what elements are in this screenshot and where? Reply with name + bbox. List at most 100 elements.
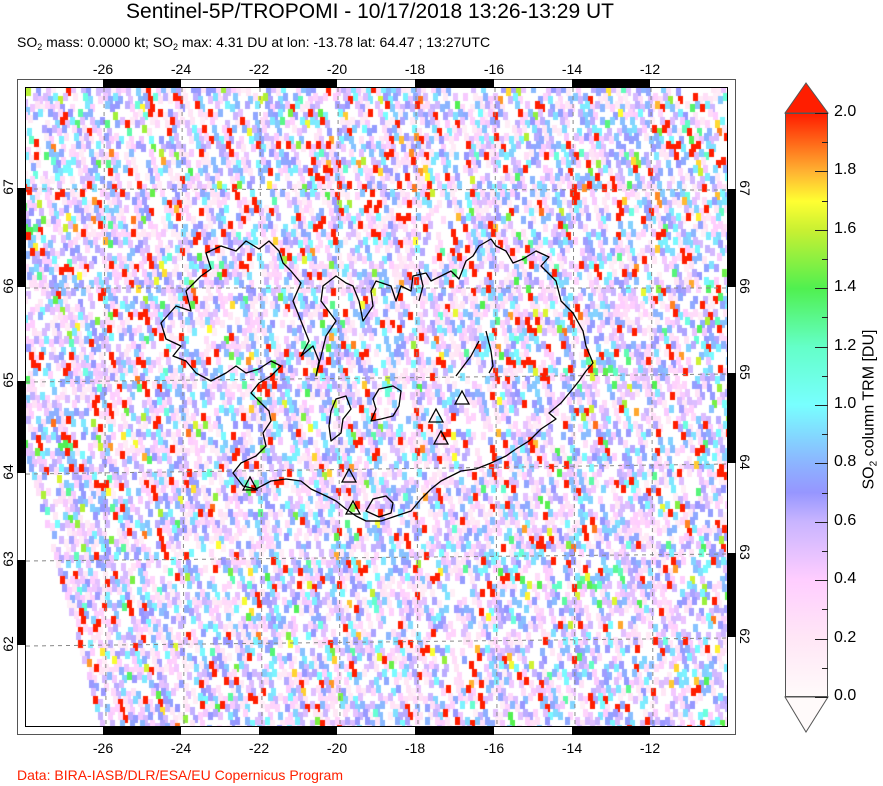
lon-tick-label: -20 <box>326 61 348 77</box>
so2-max-text: max: 4.31 DU at lon: -13.78 lat: 64.47 ;… <box>178 34 491 50</box>
colorbar-title-text: column TRM [DU] <box>860 329 878 461</box>
map-subtitle: SO2 mass: 0.0000 kt; SO2 max: 4.31 DU at… <box>17 33 490 56</box>
colorbar-label: 0.6 <box>834 511 857 529</box>
colorbar-major-tick <box>815 405 828 406</box>
lat-tick-label: 63 <box>737 544 753 560</box>
lat-tick-label: 67 <box>0 179 16 195</box>
lat-tick-label: 63 <box>0 551 16 567</box>
graticule <box>26 88 727 726</box>
colorbar-label: 1.4 <box>834 278 857 296</box>
lon-tick-label: -14 <box>561 61 583 77</box>
frame-segment <box>259 727 337 735</box>
colorbar-minor-tick <box>822 142 828 144</box>
lon-tick-label: -24 <box>170 61 192 77</box>
colorbar-minor-tick <box>822 375 828 377</box>
so2-label: SO <box>17 34 38 50</box>
map-title: Sentinel-5P/TROPOMI - 10/17/2018 13:26-1… <box>126 0 614 23</box>
frame-segment <box>17 188 25 287</box>
frame-segment <box>103 79 181 87</box>
frame-segment <box>572 727 650 735</box>
colorbar-minor-tick <box>822 317 828 319</box>
lon-tick-label: -18 <box>404 61 426 77</box>
subscript: 2 <box>37 42 43 52</box>
lon-tick-label: -26 <box>92 61 114 77</box>
lat-tick-label: 66 <box>0 278 16 294</box>
colorbar-label: 2.0 <box>834 103 857 120</box>
colorbar-label: 0.0 <box>834 687 857 704</box>
colorbar-major-tick <box>815 463 828 465</box>
colorbar-minor-tick <box>822 259 828 260</box>
colorbar-minor-tick <box>822 434 828 436</box>
colorbar-label: 1.6 <box>834 219 857 237</box>
colorbar-title: SO2 column TRM [DU] <box>861 310 880 510</box>
colorbar-major-tick <box>815 171 828 173</box>
lat-tick-label: 66 <box>737 278 753 294</box>
colorbar-arrows <box>784 82 829 733</box>
lon-tick-label: -16 <box>483 740 505 756</box>
volcano-triangle-icon <box>344 499 362 515</box>
lon-tick-label: -24 <box>170 740 192 756</box>
iceland-coastline <box>160 238 594 522</box>
volcano-markers <box>241 389 471 515</box>
frame-segment <box>728 189 736 287</box>
lat-tick-label: 65 <box>737 364 753 380</box>
colorbar-minor-tick <box>822 551 828 552</box>
lat-tick-label: 64 <box>737 454 753 470</box>
lon-tick-label: -12 <box>639 61 661 77</box>
lon-tick-label: -26 <box>92 740 114 756</box>
colorbar-label: 0.2 <box>834 628 857 646</box>
colorbar-under-arrow <box>784 696 829 733</box>
lon-tick-label: -20 <box>326 740 348 756</box>
lon-tick-label: -22 <box>248 61 270 77</box>
colorbar-major-tick <box>815 638 828 640</box>
colorbar-label: 1.0 <box>834 395 857 412</box>
lon-tick-label: -22 <box>248 740 270 756</box>
lat-tick-label: 65 <box>0 372 16 388</box>
colorbar-minor-tick <box>822 667 828 669</box>
lon-tick-label: -16 <box>483 61 505 77</box>
map-plot-area <box>25 87 728 727</box>
lon-tick-label: -12 <box>639 740 661 756</box>
volcano-triangle-icon <box>432 429 450 445</box>
frame-segment <box>103 727 181 735</box>
colorbar-major-tick <box>815 697 828 698</box>
so2-label: SO <box>152 34 173 50</box>
colorbar-over-arrow <box>784 82 829 114</box>
colorbar-major-tick <box>815 346 828 348</box>
colorbar-minor-tick <box>822 609 828 611</box>
volcano-triangle-icon <box>340 467 358 483</box>
colorbar-label: 1.8 <box>834 161 857 179</box>
frame-segment <box>728 553 736 637</box>
frame-segment <box>415 727 494 735</box>
frame-segment <box>415 79 494 87</box>
colorbar-major-tick <box>815 580 828 582</box>
colorbar-label: 1.2 <box>834 336 857 354</box>
volcano-triangle-icon <box>241 475 259 491</box>
frame-segment <box>572 79 650 87</box>
frame-segment <box>17 381 25 473</box>
colorbar-major-tick <box>815 113 828 114</box>
lon-tick-label: -14 <box>561 740 583 756</box>
subscript: 2 <box>868 460 880 467</box>
colorbar-label: 0.8 <box>834 453 857 471</box>
lat-tick-label: 67 <box>737 180 753 196</box>
frame-segment <box>17 560 25 645</box>
colorbar-major-tick <box>815 521 828 523</box>
so2-data-field <box>26 88 727 726</box>
lat-tick-label: 62 <box>737 628 753 644</box>
colorbar-minor-tick <box>822 492 828 494</box>
lat-tick-label: 62 <box>0 636 16 652</box>
frame-segment <box>728 373 736 463</box>
colorbar-major-tick <box>815 288 828 290</box>
so2-label: SO <box>860 466 878 490</box>
colorbar-major-tick <box>815 229 828 231</box>
map-overlay <box>26 88 727 726</box>
volcano-triangle-icon <box>453 389 471 405</box>
lon-tick-label: -18 <box>404 740 426 756</box>
frame-segment <box>259 79 337 87</box>
colorbar-minor-tick <box>822 200 828 202</box>
volcano-triangle-icon <box>427 407 445 423</box>
lat-tick-label: 64 <box>0 464 16 480</box>
colorbar-label: 0.4 <box>834 570 857 588</box>
data-credit: Data: BIRA-IASB/DLR/ESA/EU Copernicus Pr… <box>17 767 344 783</box>
